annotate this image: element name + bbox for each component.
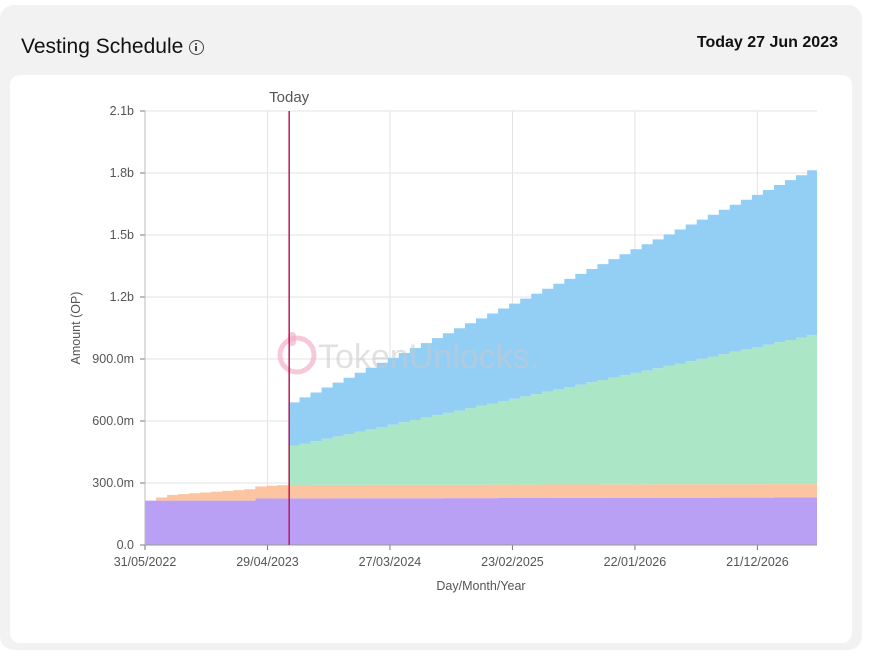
- card-title-text: Vesting Schedule: [21, 35, 184, 58]
- series-area-0: [145, 497, 817, 545]
- y-tick-label: 1.2b: [110, 290, 134, 304]
- series-area-3: [145, 170, 817, 501]
- chart-ticks: 0.0 300.0m 600.0m 900.0m 1.2b 1.5b 1.8b 2.1b 31/…: [92, 104, 817, 569]
- series-area-2: [145, 335, 817, 501]
- x-tick-label: 29/04/2023: [236, 555, 299, 569]
- y-tick-label: 900.0m: [92, 352, 134, 366]
- x-tick-label: 23/02/2025: [481, 555, 544, 569]
- x-tick-label: 31/05/2022: [114, 555, 177, 569]
- watermark-logo-icon: [277, 332, 317, 375]
- watermark-text: TokenUnlocks.: [318, 338, 539, 376]
- card-title: Vesting Schedule: [21, 35, 205, 59]
- info-icon[interactable]: [189, 39, 205, 55]
- series-area-1: [145, 484, 817, 501]
- y-tick-label: 1.8b: [110, 166, 134, 180]
- y-tick-label: 600.0m: [92, 414, 134, 428]
- x-tick-label: 27/03/2024: [359, 555, 422, 569]
- y-tick-label: 2.1b: [110, 104, 134, 118]
- x-tick-label: 22/01/2026: [604, 555, 667, 569]
- today-label: Today: [269, 89, 310, 106]
- y-tick-label: 0.0: [117, 538, 134, 552]
- y-tick-label: 1.5b: [110, 228, 134, 242]
- y-axis-title: Amount (OP): [69, 292, 83, 365]
- chart-areas: [145, 170, 817, 545]
- today-marker: Today: [269, 89, 310, 545]
- x-axis-title: Day/Month/Year: [436, 579, 525, 593]
- today-date-label: Today 27 Jun 2023: [696, 34, 838, 51]
- y-tick-label: 300.0m: [92, 476, 134, 490]
- x-tick-label: 21/12/2026: [726, 555, 789, 569]
